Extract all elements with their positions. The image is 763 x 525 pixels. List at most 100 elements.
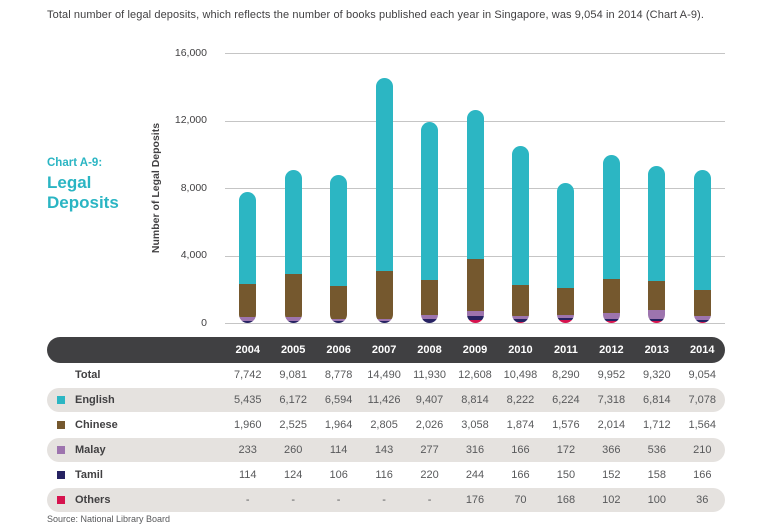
row-label-chinese: Chinese xyxy=(75,419,118,431)
cell-english-2013: 6,814 xyxy=(643,394,671,406)
cell-english-2010: 8,222 xyxy=(506,394,535,406)
row-label-others: Others xyxy=(75,494,111,506)
stacked-bar-2007 xyxy=(375,78,393,323)
table-row-tamil: Tamil 114 124 106 116 220 244 166 150 152 158 166 xyxy=(47,463,725,488)
bar-segment-tamil-2004 xyxy=(239,321,257,323)
table-row-others: Others - - - - - 176 70 168 102 100 36 xyxy=(47,488,725,513)
cell-malay-2008: 277 xyxy=(420,444,439,456)
table-header-year-2013: 2013 xyxy=(644,344,670,356)
bar-segment-others-2014 xyxy=(693,322,711,323)
bar-segment-english-2010 xyxy=(511,145,529,285)
cell-others-2004: - xyxy=(245,494,250,506)
bar-segment-english-2006 xyxy=(330,174,348,287)
chart-caption-title-line1: Legal xyxy=(47,173,92,192)
bar-segment-chinese-2010 xyxy=(511,284,529,317)
cell-english-2008: 9,407 xyxy=(415,394,444,406)
bar-segment-english-2008 xyxy=(421,121,439,281)
bar-segment-tamil-2009 xyxy=(466,315,484,320)
bar-segment-malay-2014 xyxy=(693,316,711,320)
cell-english-2012: 7,318 xyxy=(597,394,626,406)
cell-others-2014: 36 xyxy=(696,494,709,506)
bar-segment-english-2014 xyxy=(693,170,711,290)
legend-swatch-english xyxy=(57,396,65,404)
stacked-bar-2008 xyxy=(421,121,439,323)
legend-swatch-malay xyxy=(57,446,65,454)
bar-segment-malay-2013 xyxy=(648,309,666,319)
chart-caption-prefix: Chart A-9: xyxy=(47,157,103,169)
cell-english-2005: 6,172 xyxy=(279,394,307,406)
chart-caption: Chart A-9: Legal Deposits xyxy=(47,157,119,213)
cell-tamil-2012: 152 xyxy=(602,469,621,481)
cell-others-2013: 100 xyxy=(647,494,666,506)
source-text: Source: National Library Board xyxy=(47,514,171,524)
bar-segment-malay-2006 xyxy=(330,319,348,322)
table-row-english: English 5,435 6,172 6,594 11,426 9,407 8,814 8,… xyxy=(47,388,725,413)
bar-segment-chinese-2005 xyxy=(284,273,302,317)
cell-chinese-2007: 2,805 xyxy=(370,419,398,431)
stacked-bar-2014 xyxy=(693,170,711,323)
cell-chinese-2010: 1,874 xyxy=(506,419,535,431)
cell-total-2006: 8,778 xyxy=(324,369,353,381)
legend-swatch-others xyxy=(57,496,65,504)
cell-total-2005: 9,081 xyxy=(279,369,307,381)
bar-segment-malay-2005 xyxy=(284,316,302,321)
cell-malay-2013: 536 xyxy=(647,444,666,456)
cell-malay-2005: 260 xyxy=(284,444,303,456)
cell-tamil-2006: 106 xyxy=(329,469,348,481)
gridline-0 xyxy=(225,323,725,324)
cell-total-2008: 11,930 xyxy=(413,369,446,381)
table-header-year-2008: 2008 xyxy=(417,344,442,356)
table-row-chinese: Chinese 1,960 2,525 1,964 2,805 2,026 3,058 1,8… xyxy=(47,413,725,438)
y-tick-label: 8,000 xyxy=(180,181,207,194)
row-label-tamil: Tamil xyxy=(75,469,103,481)
bar-segment-chinese-2012 xyxy=(602,278,620,313)
bar-segment-others-2009 xyxy=(466,320,484,323)
cell-chinese-2005: 2,525 xyxy=(279,419,307,431)
cell-malay-2009: 316 xyxy=(465,444,485,456)
cell-tamil-2005: 124 xyxy=(284,469,303,481)
bar-segment-malay-2012 xyxy=(602,312,620,319)
cell-total-2014: 9,054 xyxy=(688,369,717,381)
bar-segment-english-2012 xyxy=(602,155,620,279)
cell-chinese-2004: 1,960 xyxy=(233,419,262,431)
bar-segment-malay-2009 xyxy=(466,310,484,316)
cell-chinese-2006: 1,964 xyxy=(324,419,353,431)
bar-segment-tamil-2013 xyxy=(648,318,666,322)
bar-segment-english-2005 xyxy=(284,169,302,274)
cell-others-2009: 176 xyxy=(465,494,485,506)
cell-tamil-2004: 114 xyxy=(238,469,257,481)
stacked-bar-2013 xyxy=(648,165,666,323)
table-header-year-2012: 2012 xyxy=(599,344,624,356)
row-label-malay: Malay xyxy=(75,444,106,456)
table-header-year-2006: 2006 xyxy=(326,344,351,356)
cell-others-2012: 102 xyxy=(602,494,621,506)
cell-tamil-2009: 244 xyxy=(465,469,485,481)
cell-others-2006: - xyxy=(336,494,341,506)
row-label-english: English xyxy=(75,394,115,406)
bar-segment-chinese-2004 xyxy=(239,284,257,318)
cell-english-2014: 7,078 xyxy=(688,394,717,406)
table-header-year-2009: 2009 xyxy=(462,344,488,356)
bar-segment-chinese-2008 xyxy=(421,280,439,315)
table-row-total: Total 7,742 9,081 8,778 14,490 11,930 12,608 10… xyxy=(47,363,725,388)
bar-segment-english-2013 xyxy=(648,165,666,281)
cell-malay-2004: 233 xyxy=(238,444,257,456)
bar-segment-others-2013 xyxy=(648,321,666,323)
cell-chinese-2011: 1,576 xyxy=(552,419,580,431)
cell-tamil-2011: 150 xyxy=(556,469,576,481)
cell-others-2007: - xyxy=(382,494,386,506)
table-header-row: 2004 2005 2006 2007 2008 2009 2010 2011 2012 2013… xyxy=(47,337,725,363)
cell-total-2009: 12,608 xyxy=(458,369,492,381)
row-shading xyxy=(47,438,725,462)
cell-others-2011: 168 xyxy=(556,494,576,506)
table-row-malay: Malay 233 260 114 143 277 316 166 172 366 536 210 xyxy=(47,438,725,463)
cell-malay-2012: 366 xyxy=(602,444,621,456)
bar-segment-chinese-2006 xyxy=(330,286,348,320)
cell-others-2005: - xyxy=(291,494,296,506)
bar-segment-tamil-2012 xyxy=(602,318,620,322)
bar-segment-others-2010 xyxy=(511,321,529,323)
bar-segment-malay-2008 xyxy=(421,314,439,320)
cell-chinese-2012: 2,014 xyxy=(597,419,626,431)
bar-segment-malay-2010 xyxy=(511,316,529,319)
